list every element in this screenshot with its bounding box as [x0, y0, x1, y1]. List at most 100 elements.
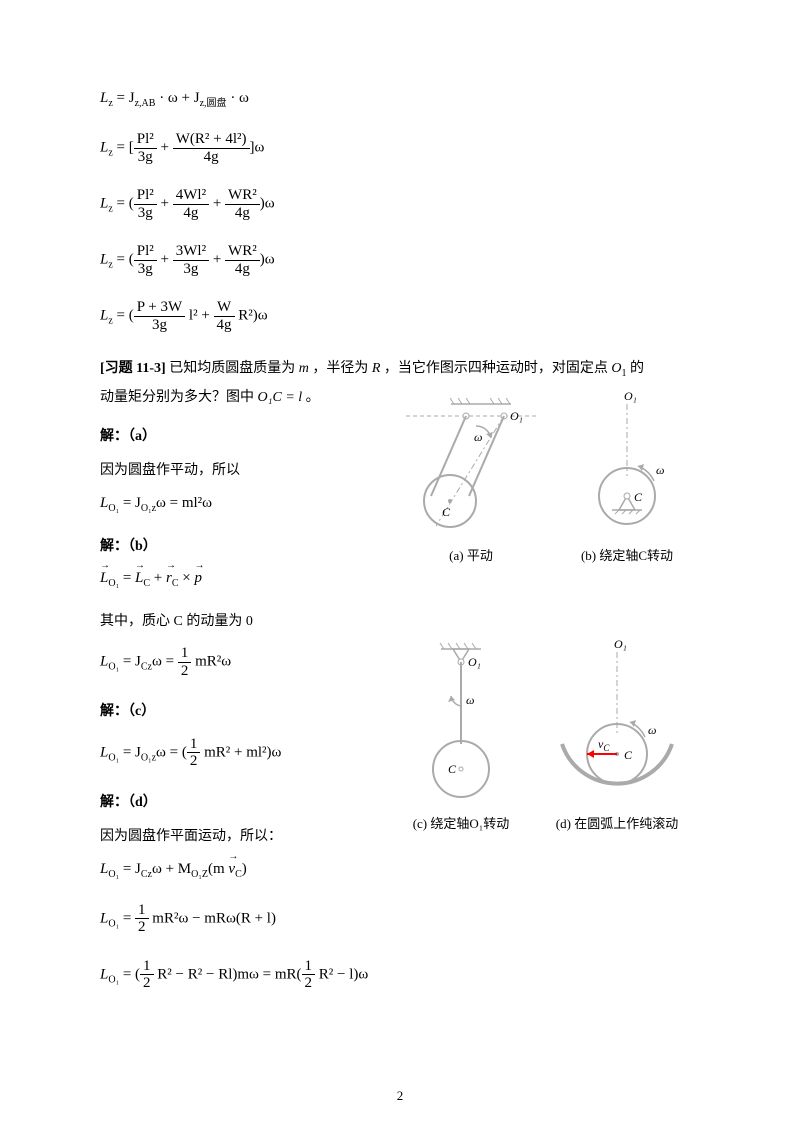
diagram-c: O₁ ω C (c) 绕定轴O₁转动 — [396, 634, 526, 832]
eq-sub: Cz — [141, 662, 152, 673]
eq-text: · ω — [227, 90, 249, 106]
eq-text: = J — [119, 654, 141, 670]
eq-text: = J — [119, 744, 141, 760]
eq-text: (m — [208, 861, 228, 877]
solution-a-header: 解：（a） — [100, 426, 388, 448]
fraction: Pl²3g — [134, 243, 157, 277]
diagram-d-svg: O₁ C ω vC — [542, 634, 692, 804]
numerator: P + 3W — [134, 299, 185, 317]
denominator: 3g — [134, 261, 157, 278]
fraction: W4g — [214, 299, 235, 333]
denominator: 3g — [134, 149, 157, 166]
numerator: 1 — [187, 736, 201, 754]
solution-text-column: 解：（a） 因为圆盘作平动，所以 LO₁ = JO₁zω = ml²ω 解：（b… — [100, 426, 388, 1014]
eq-text: = ( — [113, 307, 134, 323]
caption-d: (d) 在圆弧上作纯滚动 — [542, 813, 692, 832]
solution-b-line: 其中，质心 C 的动量为 0 — [100, 611, 388, 633]
fraction: WR²4g — [225, 243, 260, 277]
eq-text: = ( — [113, 251, 134, 267]
eq-text: = [ — [113, 139, 134, 155]
label-O1: O₁ — [510, 409, 523, 423]
solution-d-eq1: LO₁ = JCzω + MO₁Z(m vC) — [100, 861, 388, 880]
eq-text: = J — [119, 861, 141, 877]
label-vc: vC — [598, 737, 610, 753]
eq-sub: O₁ — [108, 503, 119, 514]
numerator: Pl² — [134, 243, 157, 261]
label-omega: ω — [466, 693, 474, 707]
eq-text: mR²ω — [191, 654, 231, 670]
solution-d-line: 因为圆盘作平面运动，所以： — [100, 826, 388, 848]
diagram-b: O₁ C ω (b) 绕定轴C转动 — [562, 386, 692, 564]
eq-text: = — [119, 910, 135, 926]
problem-text: 已知均质圆盘质量为 — [166, 361, 299, 376]
fraction: Pl²3g — [134, 131, 157, 165]
denominator: 4g — [225, 205, 260, 222]
label-omega: ω — [656, 463, 664, 477]
numerator: W — [214, 299, 235, 317]
eq-text: + — [209, 195, 225, 211]
equation-1: Lz = Jz,AB · ω + Jz,圆盘 · ω — [100, 90, 700, 109]
label-C: C — [448, 762, 457, 776]
diagram-b-svg: O₁ C ω — [562, 386, 692, 536]
eq-sub: O₁z — [141, 752, 156, 763]
denominator: 4g — [173, 149, 250, 166]
diagram-row-2: O₁ ω C (c) 绕定轴O₁转动 O₁ — [388, 634, 700, 832]
eq-text: v — [228, 861, 235, 877]
caption-b: (b) 绕定轴C转动 — [562, 545, 692, 564]
eq-sub: O₁ — [108, 974, 119, 985]
caption-a: (a) 平动 — [396, 545, 546, 564]
eq-text: = ( — [113, 195, 134, 211]
vec-p: p — [195, 570, 203, 587]
eq-text: = J — [113, 90, 135, 106]
eq-sub: z,圆盘 — [200, 98, 227, 109]
eq-text: ω = ( — [156, 744, 187, 760]
eq-text: L — [100, 570, 108, 586]
solution-c-header: 解：（c） — [100, 701, 388, 723]
denominator: 2 — [302, 975, 316, 992]
label-O1: O₁ — [468, 655, 481, 669]
vec-Lc: L — [135, 570, 143, 587]
numerator: 1 — [178, 645, 192, 663]
numerator: 3Wl² — [173, 243, 209, 261]
eq-text: ω = — [152, 654, 178, 670]
denominator: 4g — [225, 261, 260, 278]
equation-5: Lz = (P + 3W3g l² + W4g R²)ω — [100, 299, 700, 333]
fraction: Pl²3g — [134, 187, 157, 221]
problem-text: ，半径为 — [309, 361, 372, 376]
diagram-c-svg: O₁ ω C — [396, 634, 526, 804]
equation-2: Lz = [Pl²3g + W(R² + 4l²)4g]ω — [100, 131, 700, 165]
eq-text: R²)ω — [235, 307, 268, 323]
eq-text: = ( — [119, 966, 140, 982]
numerator: WR² — [225, 243, 260, 261]
denominator: 3g — [173, 261, 209, 278]
solution-d-eq3: LO₁ = (12 R² − R² − Rl)mω = mR(12 R² − l… — [100, 958, 388, 992]
fraction: W(R² + 4l²)4g — [173, 131, 250, 165]
numerator: 1 — [135, 902, 149, 920]
problem-text: ，当它作图示四种运动时，对固定点 — [380, 361, 611, 376]
eq-text: + — [209, 251, 225, 267]
problem-label: [习题 11-3] — [100, 361, 166, 376]
eq-text: )ω — [260, 251, 275, 267]
label-omega: ω — [474, 430, 482, 444]
equation-3: Lz = (Pl²3g + 4Wl²4g + WR²4g)ω — [100, 187, 700, 221]
eq-text: l² + — [185, 307, 213, 323]
denominator: 4g — [214, 317, 235, 334]
solution-a-eq: LO₁ = JO₁zω = ml²ω — [100, 495, 388, 514]
numerator: 1 — [302, 958, 316, 976]
eq-text: ) — [242, 861, 247, 877]
solution-c-eq: LO₁ = JO₁zω = (12 mR² + ml²)ω — [100, 736, 388, 770]
equation-4: Lz = (Pl²3g + 3Wl²3g + WR²4g)ω — [100, 243, 700, 277]
denominator: 2 — [187, 753, 201, 770]
diagram-column: O₁ ω C (a) 平动 — [388, 426, 700, 1014]
diagram-row-1: O₁ ω C (a) 平动 — [388, 386, 700, 564]
eq-text: + — [157, 139, 173, 155]
eq-sub: C — [235, 869, 242, 880]
denominator: 2 — [135, 919, 149, 936]
solution-section: 解：（a） 因为圆盘作平动，所以 LO₁ = JO₁zω = ml²ω 解：（b… — [100, 426, 700, 1014]
numerator: 1 — [140, 958, 154, 976]
solution-a-line: 因为圆盘作平动，所以 — [100, 460, 388, 482]
label-C: C — [442, 505, 451, 519]
eq-text: ]ω — [250, 139, 265, 155]
eq-sub: O₁Z — [191, 869, 208, 880]
solution-b-eq1: LO₁ = LC + rC × p — [100, 570, 388, 589]
